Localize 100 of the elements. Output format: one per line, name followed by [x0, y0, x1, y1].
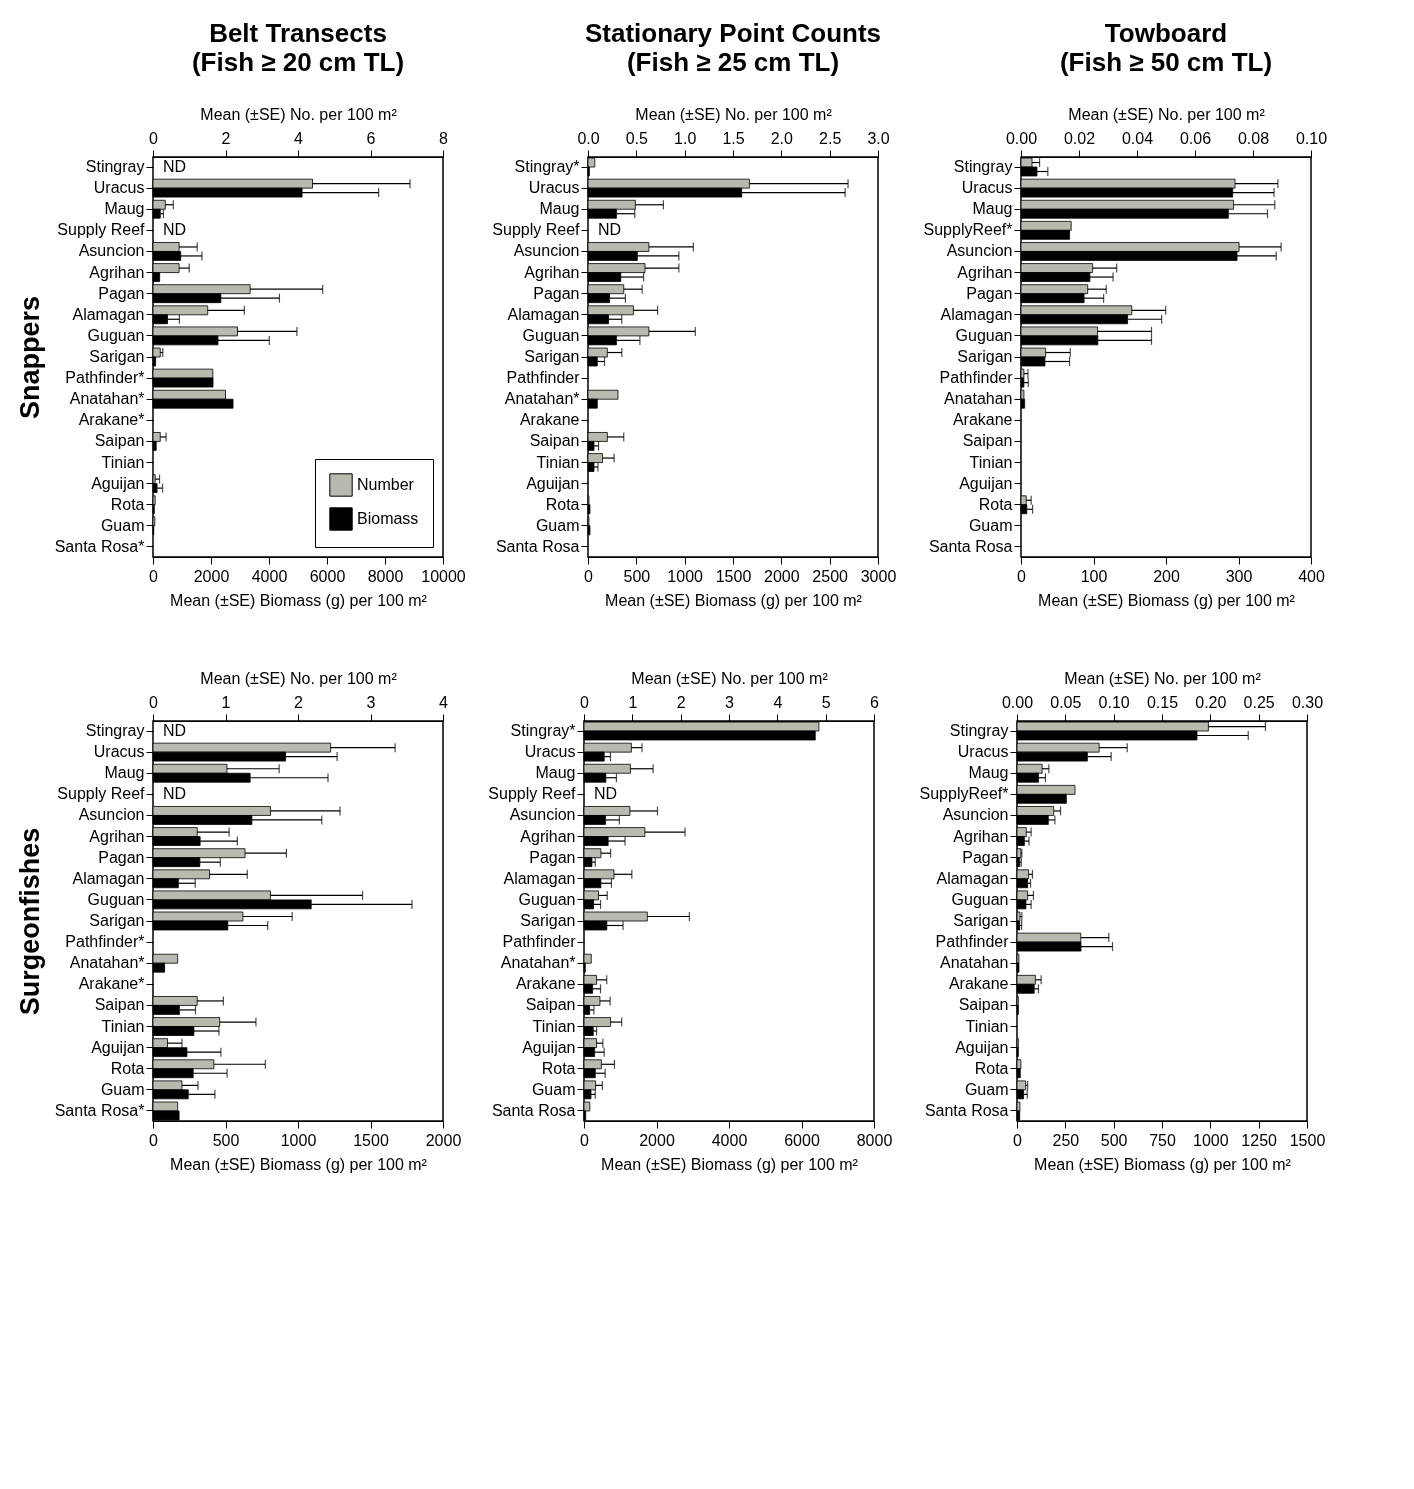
x2-axis-title: Mean (±SE) No. per 100 m² [635, 105, 833, 123]
x2-tick-label: 1 [221, 693, 231, 711]
y-tick-label: Pagan [533, 284, 580, 302]
x2-tick-label: 4 [773, 693, 783, 711]
x2-tick-label: 0.00 [1005, 129, 1038, 147]
x2-tick-label: 0.06 [1179, 129, 1212, 147]
y-tick-label: Pagan [98, 848, 145, 866]
y-tick-label: Guam [531, 1080, 576, 1098]
y-tick-label: Arakane [948, 975, 1009, 993]
x-tick-label: 2000 [764, 567, 800, 585]
y-tick-label: Supply Reef [488, 785, 577, 803]
annotation: ND [163, 158, 187, 176]
x-tick-label: 500 [1100, 1131, 1128, 1149]
y-tick-label: Tinian [536, 453, 580, 471]
y-tick-label: Alamagan [507, 305, 580, 323]
y-tick-label: Rota [541, 1059, 576, 1077]
x2-tick-label: 6 [366, 129, 376, 147]
x-axis-title: Mean (±SE) Biomass (g) per 100 m² [1038, 591, 1296, 609]
y-tick-label: Anatahan [939, 954, 1009, 972]
x2-tick-label: 2.0 [770, 129, 794, 147]
x2-tick-label: 2 [294, 693, 304, 711]
y-tick-label: Sarigan [89, 348, 145, 365]
x-axis-title: Mean (±SE) Biomass (g) per 100 m² [170, 591, 428, 609]
y-tick-label: Alamagan [940, 305, 1013, 323]
y-tick-label: Saipan [94, 432, 145, 450]
y-tick-label: Agrihan [953, 827, 1009, 845]
y-tick-label: Asuncion [78, 242, 145, 260]
x2-tick-label: 5 [821, 693, 831, 711]
y-tick-label: Tinian [101, 453, 145, 471]
x-tick-label: 1500 [1289, 1131, 1326, 1149]
y-tick-label: Arakane* [78, 975, 145, 993]
x-tick-label: 1000 [280, 1131, 317, 1149]
x2-tick-label: 2 [676, 693, 686, 711]
y-tick-label: Agrihan [957, 263, 1013, 281]
y-tick-label: Uracus [524, 743, 576, 761]
annotation: ND [163, 221, 187, 239]
annotation: ND [598, 221, 622, 239]
y-tick-label: Agrihan [524, 263, 580, 281]
chart-subtitle: (Fish ≥ 25 cm TL) [626, 47, 840, 77]
x2-tick-label: 0.0 [577, 129, 600, 147]
y-tick-label: Guguan [87, 326, 145, 344]
y-tick-label: Sarigan [957, 348, 1013, 365]
y-tick-label: Santa Rosa* [54, 537, 145, 555]
y-tick-label: Uracus [93, 743, 145, 761]
x-tick-label: 0 [584, 567, 594, 585]
x2-tick-label: 0.5 [625, 129, 649, 147]
y-tick-label: Rota [110, 495, 145, 513]
x-tick-label: 500 [212, 1131, 240, 1149]
y-tick-label: Stingray [85, 158, 145, 176]
y-tick-label: Supply Reef [57, 221, 146, 239]
y-tick-label: Stingray [949, 722, 1009, 740]
chart-subtitle: (Fish ≥ 20 cm TL) [191, 47, 405, 77]
y-tick-label: Maug [539, 200, 580, 218]
x-tick-label: 1500 [353, 1131, 389, 1149]
y-tick-label: Saipan [529, 432, 580, 450]
x2-tick-label: 1.0 [674, 129, 697, 147]
y-tick-label: Anatahan* [504, 390, 580, 408]
y-tick-label: Saipan [525, 996, 576, 1014]
x-tick-label: 250 [1052, 1131, 1080, 1149]
y-tick-label: Tinian [532, 1017, 576, 1035]
y-tick-label: Asuncion [509, 806, 576, 824]
x-tick-label: 1000 [667, 567, 704, 585]
y-tick-label: Pathfinder* [65, 369, 145, 387]
y-tick-label: Arakane [515, 975, 576, 993]
x-tick-label: 200 [1153, 567, 1180, 585]
y-tick-label: Arakane [952, 411, 1013, 429]
x-axis-title: Mean (±SE) Biomass (g) per 100 m² [170, 1155, 428, 1173]
annotation: ND [594, 785, 618, 803]
x2-tick-label: 0.10 [1098, 693, 1130, 711]
y-tick-label: Anatahan [943, 390, 1013, 408]
y-tick-label: Pagan [966, 284, 1013, 302]
chart-subtitle: (Fish ≥ 50 cm TL) [1059, 47, 1273, 77]
y-tick-label: SupplyReef* [923, 221, 1013, 239]
y-tick-label: Guguan [87, 890, 145, 908]
x-axis-title: Mean (±SE) Biomass (g) per 100 m² [605, 591, 863, 609]
x-tick-label: 2000 [425, 1131, 462, 1149]
y-tick-label: Aguijan [91, 1038, 145, 1056]
y-tick-label: Rota [545, 495, 580, 513]
x-tick-label: 1250 [1241, 1131, 1278, 1149]
y-tick-label: Anatahan* [69, 954, 145, 972]
y-tick-label: Asuncion [78, 806, 145, 824]
x-tick-label: 8000 [856, 1131, 893, 1149]
x2-tick-label: 0.00 [1001, 693, 1034, 711]
x-tick-label: 6000 [784, 1131, 820, 1149]
y-tick-label: Santa Rosa* [54, 1101, 145, 1119]
y-tick-label: Uracus [957, 743, 1009, 761]
legend-label: Number [357, 476, 415, 493]
annotation: ND [163, 785, 187, 803]
y-tick-label: Santa Rosa [491, 1101, 576, 1119]
y-tick-label: Pagan [529, 848, 576, 866]
y-tick-label: Asuncion [946, 242, 1013, 260]
x-axis-title: Mean (±SE) Biomass (g) per 100 m² [1034, 1155, 1292, 1173]
x-tick-label: 0 [1017, 567, 1027, 585]
chart-title: Towboard [1104, 18, 1228, 48]
x2-axis-title: Mean (±SE) No. per 100 m² [200, 105, 398, 123]
y-tick-label: Asuncion [513, 242, 580, 260]
y-tick-label: Santa Rosa [924, 1101, 1009, 1119]
x2-tick-label: 4 [294, 129, 304, 147]
x2-tick-label: 1 [628, 693, 638, 711]
x-tick-label: 8000 [367, 567, 404, 585]
